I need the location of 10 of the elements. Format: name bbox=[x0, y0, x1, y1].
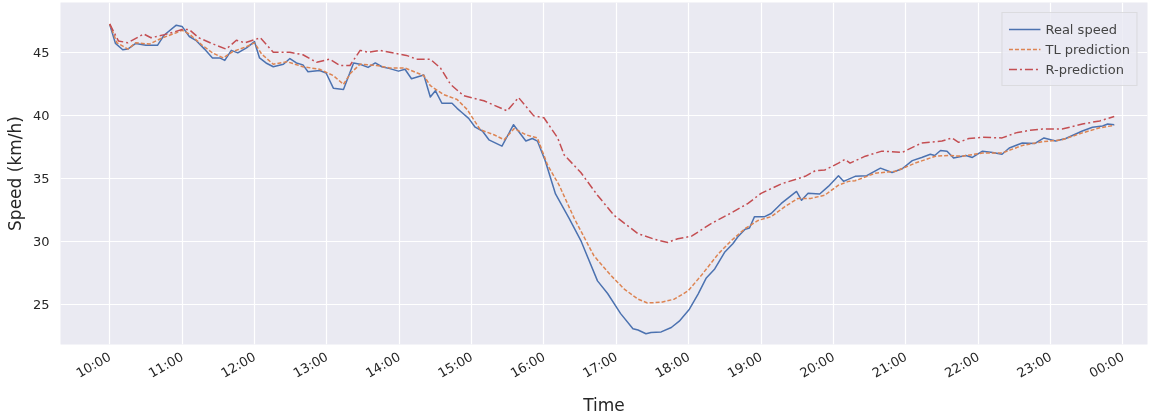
x-axis-title: Time bbox=[582, 395, 625, 416]
y-axis-title: Speed (km/h) bbox=[4, 116, 25, 231]
y-tick-label: 45 bbox=[32, 45, 50, 61]
y-tick-label: 35 bbox=[32, 171, 50, 187]
y-tick-label: 40 bbox=[32, 108, 50, 124]
legend-label: TL prediction bbox=[1045, 41, 1130, 57]
legend-label: Real speed bbox=[1045, 21, 1117, 37]
y-tick-label: 30 bbox=[32, 234, 50, 250]
legend-label: R-prediction bbox=[1045, 61, 1124, 77]
y-tick-label: 25 bbox=[32, 297, 50, 313]
